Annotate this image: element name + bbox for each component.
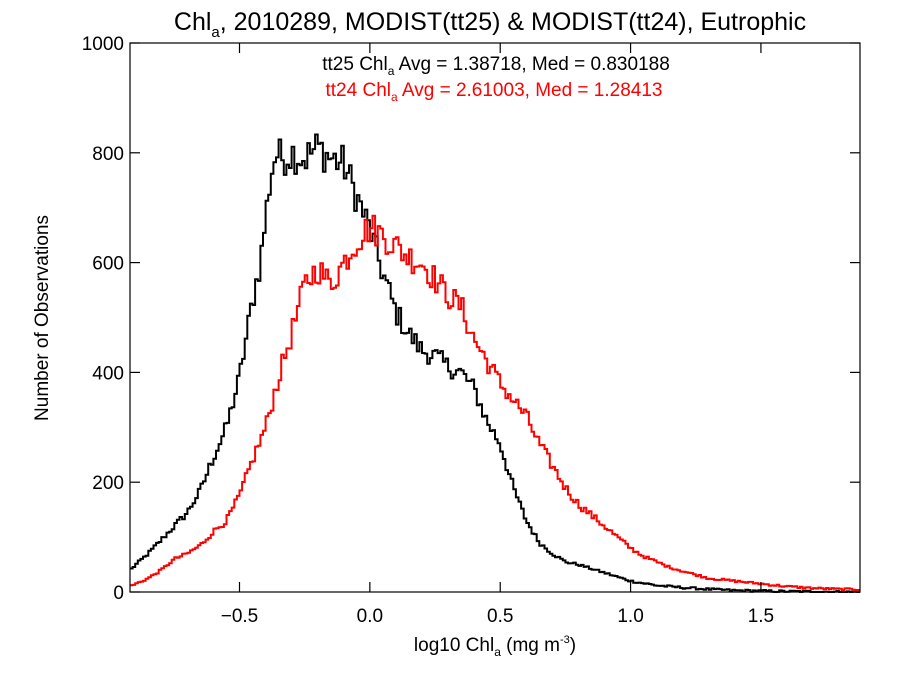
x-tick-label: 1.0 (617, 606, 643, 627)
annotation-tt24: tt24 Chla Avg = 2.61003, Med = 1.28413 (326, 80, 663, 104)
annotation-tt25: tt25 Chla Avg = 1.38718, Med = 0.830188 (322, 54, 670, 78)
x-tick-label: 0.5 (487, 606, 513, 627)
y-axis-label: Number of Observations (32, 215, 53, 421)
series-layer (130, 133, 860, 593)
y-tick-label: 800 (92, 144, 124, 165)
x-tick-label: −0.5 (221, 606, 259, 627)
y-tick-label: 600 (92, 254, 124, 275)
plot-frame (129, 42, 861, 593)
x-axis-label: log10 Chla (mg m-3) (414, 634, 576, 659)
tick-layer: −0.5 0.0 0.5 1.0 1.5 0 200 400 600 800 1000 (82, 34, 860, 627)
series-2-line (130, 214, 860, 592)
y-tick-label: 1000 (82, 34, 124, 55)
chart-title: Chla, 2010289, MODIST(tt25) & MODIST(tt2… (174, 8, 806, 41)
y-tick-label: 400 (92, 363, 124, 384)
x-tick-label: 0.0 (357, 606, 383, 627)
y-tick-label: 0 (113, 583, 124, 604)
y-tick-label: 200 (92, 473, 124, 494)
x-tick-label: 1.5 (748, 606, 774, 627)
series-1-line (130, 133, 860, 593)
